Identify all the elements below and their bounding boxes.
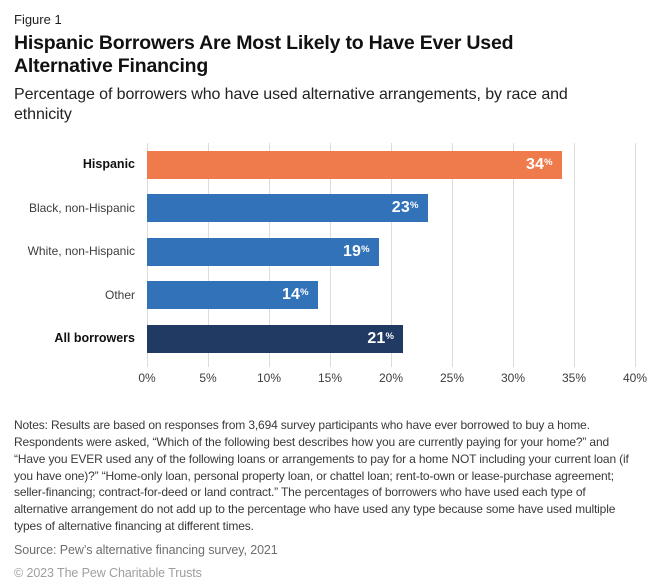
- figure-page: Figure 1 Hispanic Borrowers Are Most Lik…: [14, 12, 647, 580]
- bar-value-label: 19%: [342, 242, 370, 260]
- category-label: White, non-Hispanic: [27, 244, 135, 259]
- x-axis-tick-label: 15%: [317, 371, 343, 386]
- bar-row: White, non-Hispanic 19%: [14, 230, 640, 274]
- x-axis: 0% 5% 10% 15% 20% 25% 30% 35% 40%: [138, 371, 647, 387]
- x-axis-tick-label: 10%: [256, 371, 282, 386]
- bar-value-label: 34%: [525, 155, 553, 173]
- bar-rows: Hispanic 34% Black, non-Hispanic 23% White, …: [14, 143, 640, 361]
- bar-value-label: 23%: [391, 199, 419, 217]
- bar-track: 21%: [147, 324, 635, 353]
- x-axis-tick-label: 0%: [138, 371, 156, 386]
- x-axis-tick-label: 40%: [622, 371, 648, 386]
- category-label: Other: [104, 287, 135, 302]
- chart-subtitle: Percentage of borrowers who have used al…: [14, 85, 568, 124]
- x-axis-tick-label: 20%: [378, 371, 404, 386]
- bar-track: 19%: [147, 237, 635, 266]
- bar: 19%: [147, 237, 379, 266]
- bar: 14%: [147, 281, 318, 310]
- bar: 21%: [147, 324, 404, 353]
- bar-row: All borrowers 21%: [14, 317, 640, 361]
- bar-track: 23%: [147, 194, 635, 223]
- chart-title: Hispanic Borrowers Are Most Likely to Ha…: [14, 32, 514, 77]
- bar-track: 34%: [147, 150, 635, 179]
- gridline: [391, 143, 392, 368]
- bar: 34%: [147, 150, 562, 179]
- x-axis-tick-label: 5%: [199, 371, 217, 386]
- x-axis-tick-label: 35%: [561, 371, 587, 386]
- notes-text: Notes: Results are based on responses fr…: [14, 418, 629, 533]
- bar-row: Other 14%: [14, 274, 640, 318]
- bar-value-label: 14%: [281, 286, 309, 304]
- horizontal-bar-chart: Hispanic 34% Black, non-Hispanic 23% White, …: [14, 143, 647, 395]
- gridline: [452, 143, 453, 368]
- gridline: [513, 143, 514, 368]
- bar-row: Black, non-Hispanic 23%: [14, 187, 640, 231]
- gridline: [635, 143, 636, 368]
- bar: 23%: [147, 194, 428, 223]
- copyright-text: © 2023 The Pew Charitable Trusts: [14, 565, 202, 580]
- category-label: Black, non-Hispanic: [28, 200, 135, 215]
- bar-row: Hispanic 34%: [14, 143, 640, 187]
- source-text: Source: Pew’s alternative financing surv…: [14, 542, 278, 557]
- bar-track: 14%: [147, 281, 635, 310]
- x-axis-tick-label: 30%: [500, 371, 526, 386]
- category-label: All borrowers: [54, 331, 135, 346]
- x-axis-tick-label: 25%: [439, 371, 465, 386]
- category-label: Hispanic: [82, 157, 135, 172]
- figure-label: Figure 1: [14, 12, 62, 27]
- gridline: [574, 143, 575, 368]
- bar-value-label: 21%: [367, 329, 395, 347]
